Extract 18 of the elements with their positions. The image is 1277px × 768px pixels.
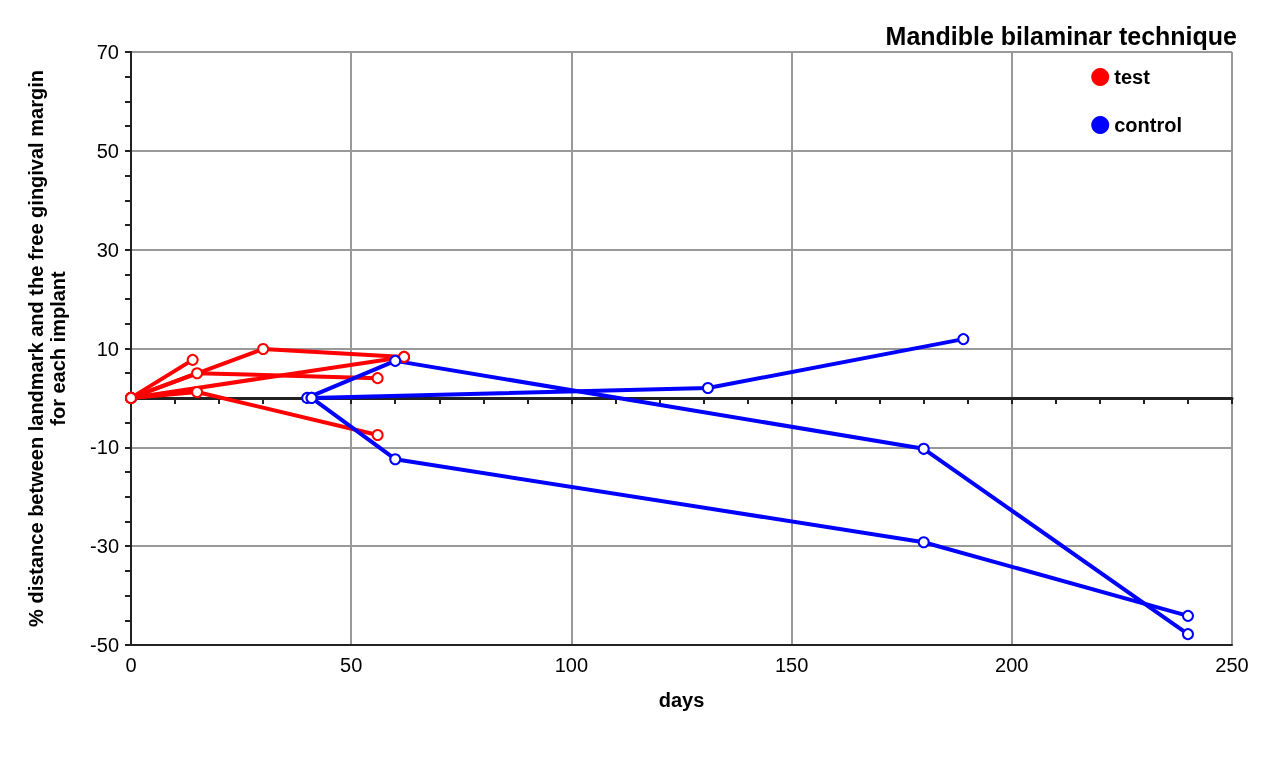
x-tick-label: 100 [554, 654, 589, 676]
x-axis-title: days [658, 689, 705, 711]
x-tick-label: 200 [995, 654, 1029, 676]
y-axis-title: % distance between landmark and the free gingival margin for each implant [25, 70, 69, 627]
legend-label: control [1114, 114, 1183, 136]
chart-title: Mandible bilaminar technique [885, 21, 1238, 50]
y-tick-label: 10 [96, 337, 119, 360]
y-tick-label: 70 [96, 41, 119, 63]
legend-label: test [1114, 66, 1151, 88]
x-tick-label: 150 [774, 654, 809, 676]
x-tick-label: 0 [125, 654, 137, 676]
y-tick-label: 30 [96, 238, 119, 261]
y-tick-label: -50 [90, 634, 119, 656]
y-tick-label: 50 [96, 139, 119, 162]
y-tick-label: -30 [90, 535, 119, 558]
x-tick-label: 50 [340, 654, 363, 676]
x-tick-label: 250 [1215, 654, 1249, 676]
y-tick-label: -10 [90, 436, 119, 459]
